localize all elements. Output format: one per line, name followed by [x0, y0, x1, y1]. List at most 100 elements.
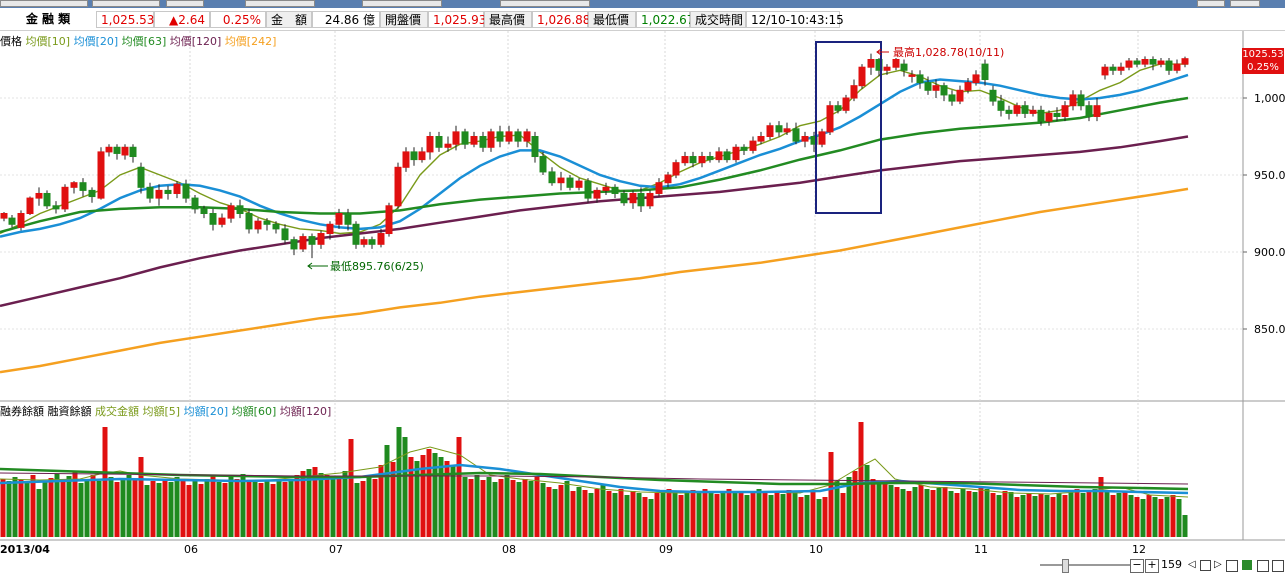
volume-bar [252, 482, 258, 537]
x-tick-label: 06 [184, 543, 198, 556]
candle [818, 128, 826, 148]
volume-bar [906, 491, 912, 537]
volume-bar [444, 461, 450, 537]
volume-bar [204, 479, 210, 537]
volume-bar [276, 479, 282, 537]
candle-body [850, 85, 858, 99]
zoom-in-button[interactable]: + [1145, 559, 1159, 573]
window-icon[interactable] [1200, 560, 1211, 571]
scroll-left-icon[interactable]: ◁ [1188, 559, 1196, 570]
candle-body [908, 74, 916, 77]
volume-bar [366, 477, 372, 537]
candle-body [584, 180, 592, 199]
volume-bar [864, 465, 870, 537]
category-select[interactable] [0, 0, 88, 7]
candle [548, 167, 556, 186]
candle-body [1093, 105, 1101, 117]
candle-body [732, 146, 740, 161]
candle [557, 171, 565, 191]
candle [602, 182, 610, 196]
candle-body [956, 89, 964, 102]
volume-bar [690, 490, 696, 537]
candle-body [410, 151, 418, 161]
candle [368, 236, 376, 249]
candle [97, 147, 105, 200]
candle-body [461, 131, 469, 145]
candle [681, 151, 689, 166]
candle-body [70, 182, 78, 188]
candle [88, 187, 96, 203]
x-tick-label: 08 [502, 543, 516, 556]
x-tick-label: 12 [1132, 543, 1146, 556]
market-select[interactable] [92, 0, 160, 7]
candle-body [368, 239, 376, 245]
volume-bar [594, 489, 600, 537]
volume-bar [726, 489, 732, 537]
candle [842, 94, 850, 114]
candle [182, 179, 190, 203]
candle-body [394, 166, 402, 207]
volume-bar [900, 489, 906, 537]
candle [173, 181, 181, 199]
volume-bar [168, 482, 174, 537]
candle-body [290, 239, 298, 250]
volume-bar [6, 481, 12, 537]
volume-bar [324, 475, 330, 537]
volume-bar [48, 478, 54, 537]
volume-bar [1164, 497, 1170, 537]
candle [155, 184, 163, 206]
candle [254, 218, 262, 234]
candle [1149, 56, 1157, 71]
zoom-slider[interactable] [1040, 556, 1130, 574]
candle [989, 85, 997, 106]
volume-bar [528, 481, 534, 537]
chart-grid [0, 31, 1285, 541]
date-select[interactable] [500, 0, 590, 7]
volume-legend: 融券餘額 融資餘額 成交金額 均額[5] 均額[20] 均額[60] 均額[12… [0, 403, 331, 419]
volume-bar [36, 489, 42, 537]
interval-buttons[interactable] [362, 0, 442, 7]
volume-bar [612, 493, 618, 537]
zoom-out-button[interactable]: − [1130, 559, 1144, 573]
layout-icon[interactable] [1226, 560, 1238, 572]
candle [900, 59, 908, 77]
candle [360, 236, 368, 248]
volume-bar [246, 480, 252, 537]
candle-body [272, 223, 280, 230]
low-annotation: 最低895.76(6/25) [330, 260, 424, 273]
maximize-icon[interactable] [1272, 560, 1284, 572]
code-select[interactable] [166, 0, 204, 7]
candle-body [308, 236, 316, 245]
candle-body [402, 151, 410, 168]
candle-body [757, 136, 765, 142]
moving-average-lines [0, 63, 1189, 374]
volume-bar [654, 493, 660, 537]
x-tick-label: 09 [659, 543, 673, 556]
scroll-right-icon[interactable]: ▷ [1214, 559, 1222, 570]
period-buttons[interactable] [245, 0, 315, 7]
volume-bar [1038, 494, 1044, 537]
volume-bar [1014, 497, 1020, 537]
toolbar-extra-button[interactable] [1230, 0, 1260, 7]
price-legend-item: 均價[63] [121, 35, 170, 48]
settings-button[interactable] [1197, 0, 1225, 7]
candle [17, 210, 25, 231]
volume-bar [858, 422, 864, 537]
volume-bar [390, 462, 396, 537]
volume-bar [1170, 495, 1176, 537]
volume-bar [882, 483, 888, 537]
volume-bar [540, 483, 546, 537]
volume-bar [582, 490, 588, 537]
candle [394, 162, 402, 209]
volume-bar [522, 479, 528, 537]
volume-bar [1098, 477, 1104, 537]
candle-body [1037, 109, 1045, 122]
quote-info-bar: 金 融 類 1,025.53 ▲2.64 0.25% 金 額 24.86 億 開… [0, 10, 1285, 31]
export-icon[interactable] [1242, 560, 1252, 570]
volume-bar [90, 475, 96, 537]
candle-body [385, 205, 393, 235]
volume-bar [792, 493, 798, 537]
volume-bar [318, 473, 324, 537]
print-icon[interactable] [1257, 560, 1269, 572]
candle-body [97, 151, 105, 199]
